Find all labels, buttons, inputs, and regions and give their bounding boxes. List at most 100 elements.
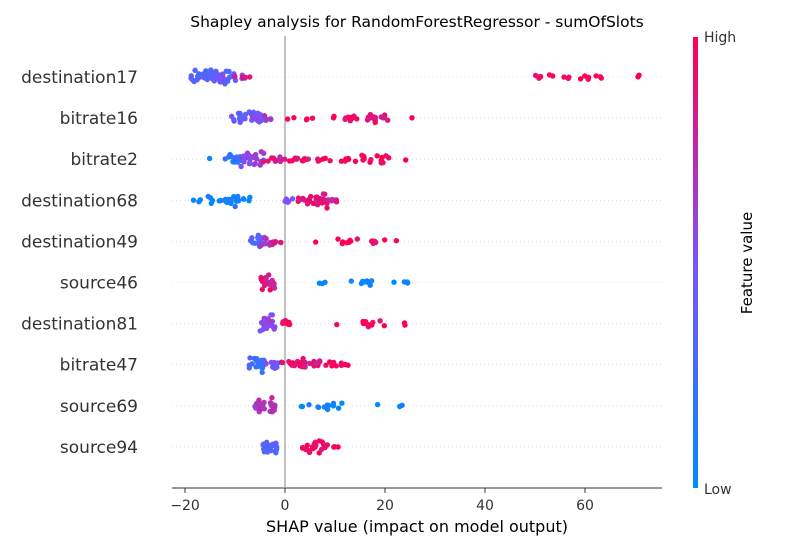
data-point (223, 198, 229, 204)
data-point (257, 112, 264, 119)
data-point (208, 67, 214, 73)
data-point (231, 118, 237, 124)
data-point (339, 400, 345, 406)
data-point (191, 78, 197, 85)
data-point (304, 116, 310, 122)
data-point (241, 196, 247, 202)
data-point (378, 160, 384, 166)
data-point (342, 116, 348, 123)
data-point (237, 112, 243, 119)
data-point (228, 113, 235, 120)
data-point (335, 236, 341, 242)
data-point (232, 203, 238, 210)
data-point (309, 115, 316, 121)
data-point (271, 326, 277, 332)
data-point (260, 402, 266, 408)
data-point (318, 446, 325, 453)
data-point (265, 158, 271, 164)
data-point (300, 355, 306, 362)
data-point (374, 153, 380, 159)
data-point (585, 74, 592, 81)
data-point (313, 442, 319, 448)
data-point (267, 287, 273, 293)
data-point (340, 239, 346, 245)
data-point (269, 312, 275, 318)
data-point (212, 71, 218, 77)
data-point (301, 363, 308, 369)
data-point (250, 113, 256, 120)
feature-label: source69 (60, 397, 138, 417)
data-point (382, 237, 388, 243)
data-point (393, 238, 400, 244)
x-tick-label: 60 (576, 498, 594, 514)
data-point (377, 318, 383, 324)
data-point (188, 73, 194, 79)
data-point (237, 119, 243, 126)
data-point (266, 272, 272, 278)
data-point (282, 156, 288, 162)
data-point (247, 74, 253, 80)
data-point (338, 360, 344, 366)
data-point (330, 115, 337, 121)
data-point (306, 402, 312, 408)
data-point (273, 447, 279, 453)
data-point (269, 155, 275, 161)
data-point (391, 279, 397, 285)
data-point (246, 365, 252, 371)
data-point (291, 115, 297, 121)
feature-label: source46 (60, 274, 138, 294)
data-point (222, 156, 228, 162)
feature-label: destination68 (21, 191, 138, 211)
data-point (537, 73, 544, 80)
data-point (324, 205, 330, 211)
data-point (208, 200, 214, 206)
data-point (577, 76, 584, 82)
data-point (246, 109, 252, 115)
data-point (241, 153, 247, 159)
data-point (277, 154, 283, 160)
data-point (381, 323, 387, 329)
data-point (403, 157, 409, 163)
data-point (323, 362, 329, 368)
data-point (279, 359, 286, 366)
data-point (230, 159, 236, 165)
row-guides (172, 76, 662, 448)
data-point (303, 446, 309, 453)
data-point (327, 158, 333, 164)
data-point (313, 360, 319, 367)
data-point (363, 319, 369, 325)
data-point (271, 285, 278, 291)
data-point (269, 409, 275, 415)
data-point (319, 280, 325, 287)
data-point (247, 355, 253, 361)
data-point (259, 286, 265, 293)
data-point (242, 75, 248, 81)
x-axis-ticks: −20 0 20 40 60 (170, 488, 594, 514)
data-point (250, 153, 257, 160)
data-point (362, 279, 368, 285)
data-point (263, 325, 270, 332)
data-point (268, 359, 274, 366)
data-point (249, 361, 255, 367)
data-point (272, 404, 278, 410)
data-point (561, 74, 567, 80)
data-point (308, 193, 314, 200)
data-point (261, 234, 268, 241)
data-point (374, 401, 381, 408)
data-point (261, 150, 267, 156)
data-point (345, 156, 352, 163)
data-point (346, 239, 352, 245)
data-point (397, 403, 403, 410)
data-point (361, 153, 367, 160)
data-point (369, 238, 375, 245)
data-point (252, 160, 258, 167)
data-point (261, 240, 268, 246)
x-axis-label: SHAP value (impact on model output) (266, 517, 568, 536)
data-point (260, 159, 266, 165)
data-point (409, 115, 415, 121)
data-point (218, 197, 224, 204)
data-point (597, 74, 603, 80)
data-point (383, 153, 389, 159)
data-point (277, 158, 284, 165)
data-point (309, 446, 316, 452)
